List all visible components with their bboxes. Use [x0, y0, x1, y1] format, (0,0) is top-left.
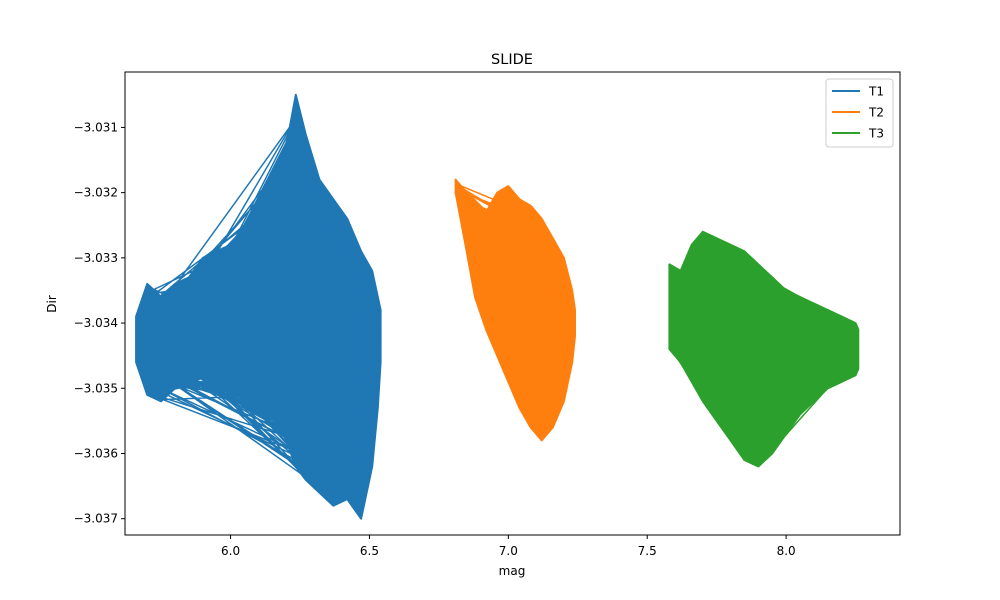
y-tick-label: −3.034	[74, 316, 118, 330]
x-tick-label: 8.0	[777, 544, 796, 558]
legend-label-t1: T1	[868, 85, 884, 99]
legend: T1 T2 T3	[825, 78, 894, 148]
legend-label-t2: T2	[868, 106, 884, 120]
y-tick-label: −3.032	[74, 186, 118, 200]
y-tick-label: −3.035	[74, 381, 118, 395]
y-tick-label: −3.037	[74, 512, 118, 526]
y-tick-label: −3.033	[74, 251, 118, 265]
series-t3-line	[668, 235, 859, 463]
y-tick-label: −3.036	[74, 446, 118, 460]
plot-frame	[124, 71, 901, 536]
x-tick-label: 6.0	[221, 544, 240, 558]
legend-label-t3: T3	[868, 127, 884, 141]
x-tick-label: 6.5	[360, 544, 379, 558]
chart-title: SLIDE	[491, 52, 533, 68]
series-t2	[454, 178, 576, 442]
series-t2-line	[454, 181, 576, 440]
series-t1	[135, 93, 382, 520]
y-tick-label: −3.031	[74, 120, 118, 134]
x-axis: 6.0 6.5 7.0 7.5 8.0	[221, 535, 796, 558]
x-axis-label: mag	[499, 564, 526, 578]
series-t3	[668, 230, 860, 468]
series-layer	[135, 93, 860, 520]
x-tick-label: 7.0	[499, 544, 518, 558]
x-tick-label: 7.5	[638, 544, 657, 558]
y-axis: −3.031 −3.032 −3.033 −3.034 −3.035 −3.036 −3.0…	[74, 120, 125, 526]
series-t1-line	[135, 111, 382, 510]
y-axis-label: Dir	[45, 295, 59, 313]
